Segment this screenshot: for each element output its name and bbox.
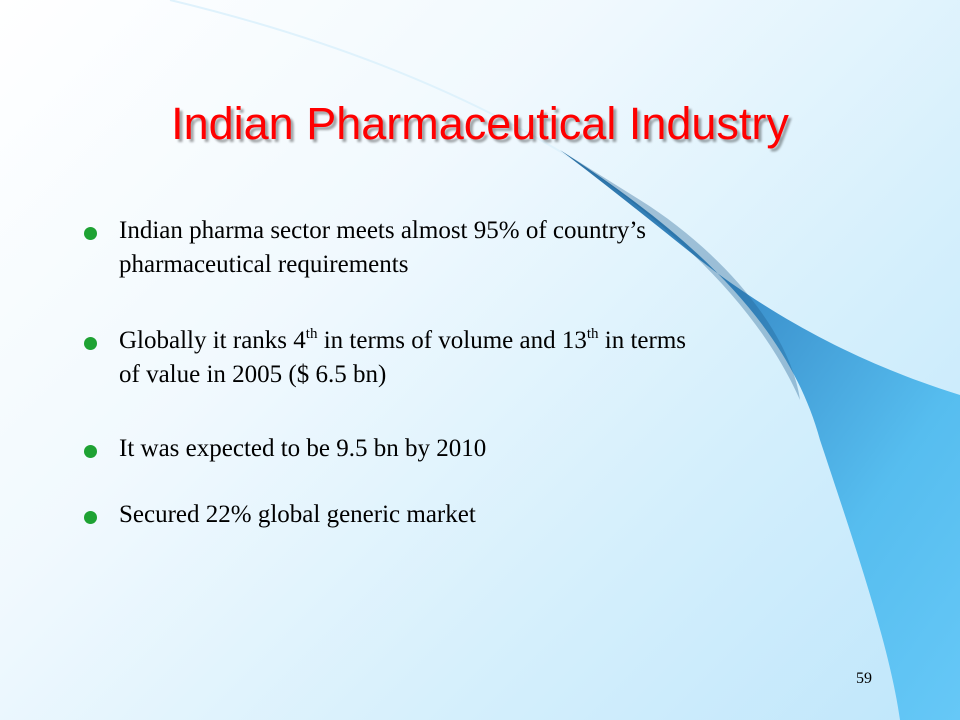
bullet-item: It was expected to be 9.5 bn by 2010 — [84, 432, 864, 466]
bullet-item: Secured 22% global generic market — [84, 498, 864, 532]
superscript: th — [305, 326, 318, 342]
bullet-dot-icon — [84, 337, 97, 350]
bullet-fragment: in terms of volume and 13 — [317, 327, 587, 354]
bullet-text: Globally it ranks 4th in terms of volume… — [119, 324, 864, 392]
bullet-line: pharmaceutical requirements — [119, 251, 409, 278]
page-number: 59 — [856, 670, 872, 687]
bullet-fragment: in terms — [598, 327, 687, 354]
bullet-item: Globally it ranks 4th in terms of volume… — [84, 324, 864, 392]
slide-title: Indian Pharmaceutical Industry — [171, 98, 789, 149]
bullet-text: Secured 22% global generic market — [119, 501, 476, 528]
superscript: th — [586, 326, 599, 342]
bullet-line: of value in 2005 ($ 6.5 bn) — [119, 361, 387, 388]
bullet-item: Indian pharma sector meets almost 95% of… — [84, 214, 864, 282]
bullet-dot-icon — [84, 511, 97, 524]
bullet-line: Indian pharma sector meets almost 95% of… — [119, 217, 646, 244]
swoosh-shape — [560, 150, 960, 720]
bullet-fragment: Globally it ranks 4 — [119, 327, 306, 354]
bullet-text: Indian pharma sector meets almost 95% of… — [119, 214, 864, 282]
bullet-dot-icon — [84, 445, 97, 458]
bullet-dot-icon — [84, 227, 97, 240]
bullet-text: It was expected to be 9.5 bn by 2010 — [119, 435, 487, 462]
